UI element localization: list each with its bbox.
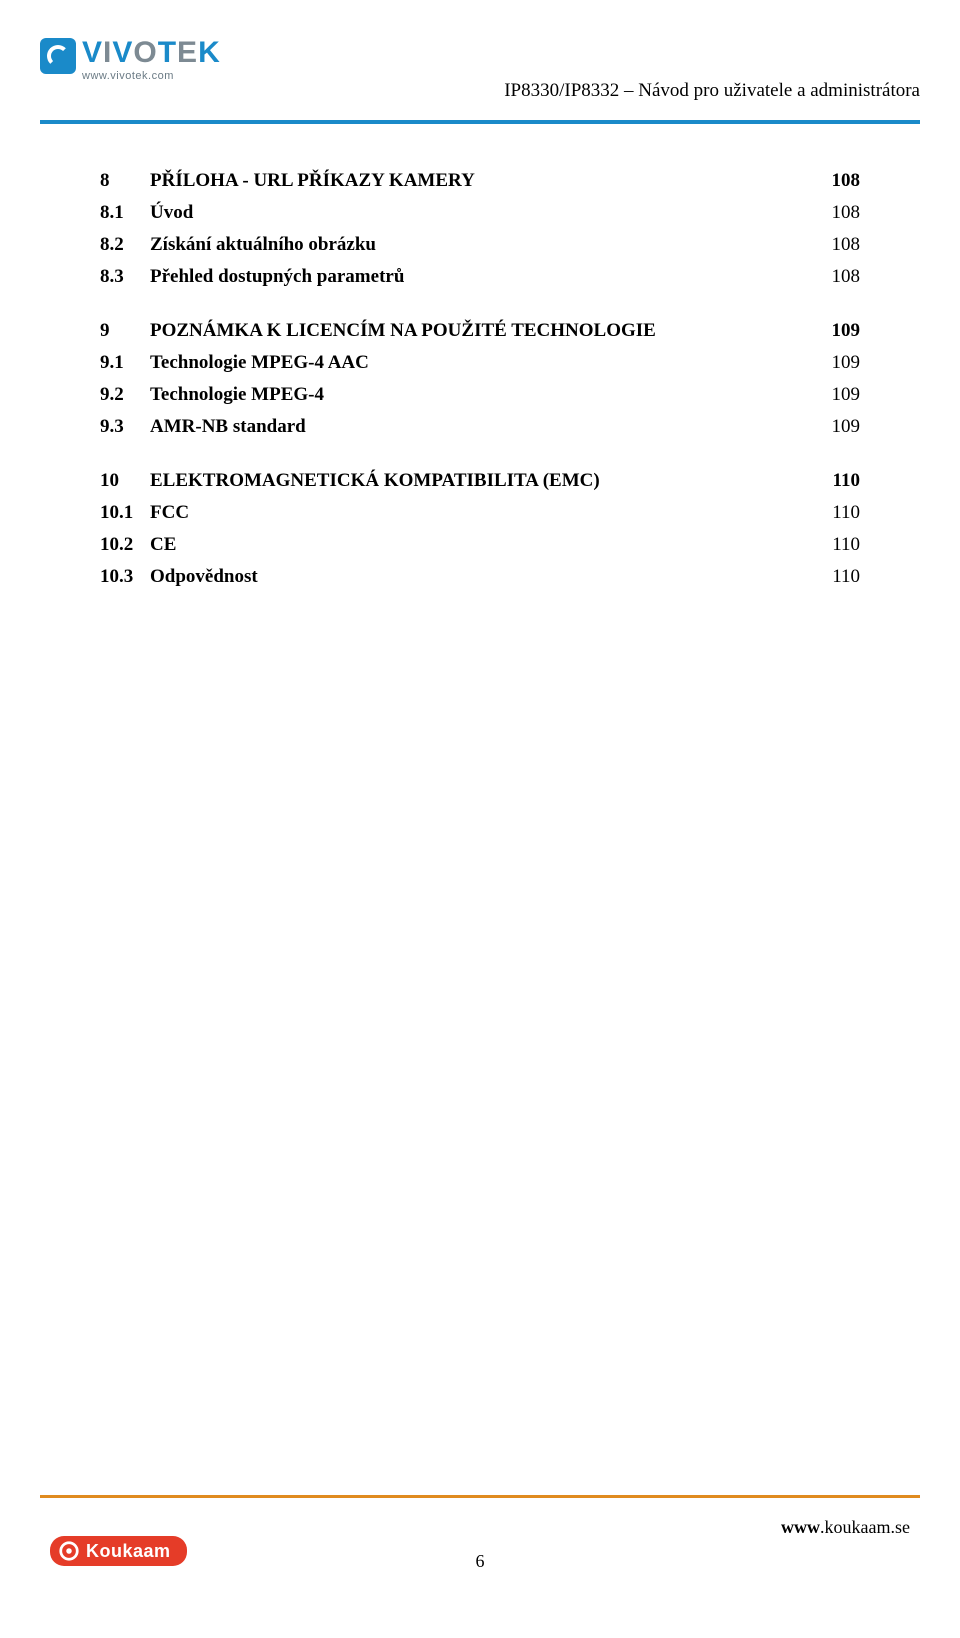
header-divider: [40, 120, 920, 124]
toc-page-number: 108: [832, 170, 861, 192]
toc-subsection-title: CE: [150, 534, 176, 556]
toc-section-row: 8PŘÍLOHA - URL PŘÍKAZY KAMERY 108: [100, 170, 860, 192]
toc-subsection-row: 10.3Odpovědnost 110: [100, 566, 860, 588]
page: VIVOTEK www.vivotek.com IP8330/IP8332 – …: [0, 0, 960, 1638]
toc-section-title: POZNÁMKA K LICENCÍM NA POUŽITÉ TECHNOLOG…: [150, 320, 656, 342]
footer-url: www.koukaam.se: [781, 1517, 910, 1538]
logo-letter: I: [103, 38, 112, 68]
logo-letter: V: [82, 38, 103, 68]
toc-section-row: 10ELEKTROMAGNETICKÁ KOMPATIBILITA (EMC) 1…: [100, 470, 860, 492]
toc-page-number: 108: [832, 266, 861, 288]
vivotek-logo: VIVOTEK www.vivotek.com: [40, 38, 920, 82]
toc-subsection-title: Získání aktuálního obrázku: [150, 234, 376, 256]
toc-subsection-title: Přehled dostupných parametrů: [150, 266, 404, 288]
toc-subsection-row: 9.1Technologie MPEG-4 AAC 109: [100, 352, 860, 374]
toc-subsection-title: FCC: [150, 502, 189, 524]
toc-subsection-title: AMR-NB standard: [150, 416, 306, 438]
koukaam-wordmark: Koukaam: [86, 1541, 171, 1562]
toc-subsection-row: 10.1FCC 110: [100, 502, 860, 524]
footer-url-prefix: www: [781, 1517, 820, 1537]
toc-subsection-number: 8.1: [100, 202, 150, 224]
toc-section-row: 9POZNÁMKA K LICENCÍM NA POUŽITÉ TECHNOLO…: [100, 320, 860, 342]
toc-subsection-number: 9.2: [100, 384, 150, 406]
logo-letter: O: [133, 38, 157, 68]
toc-subsection-number: 10.3: [100, 566, 150, 588]
koukaam-logo: Koukaam: [50, 1536, 187, 1566]
toc-subsection-title: Technologie MPEG-4: [150, 384, 324, 406]
vivotek-wordmark: VIVOTEK: [82, 38, 221, 68]
logo-letter: T: [158, 38, 177, 68]
toc-subsection-number: 8.3: [100, 266, 150, 288]
toc-subsection-number: 8.2: [100, 234, 150, 256]
page-number: 6: [476, 1551, 485, 1572]
document-subtitle: IP8330/IP8332 – Návod pro uživatele a ad…: [504, 80, 920, 102]
vivotek-logo-icon: [40, 38, 76, 74]
toc-subsection-row: 8.1Úvod 108: [100, 202, 860, 224]
logo-letter: V: [112, 38, 133, 68]
toc-subsection-row: 9.3AMR-NB standard 109: [100, 416, 860, 438]
toc-subsection-number: 10.2: [100, 534, 150, 556]
toc-section-number: 9: [100, 320, 150, 342]
toc-page-number: 109: [832, 352, 861, 374]
page-footer: Koukaam www.koukaam.se 6: [40, 1508, 920, 1578]
toc-subsection-title: Úvod: [150, 202, 193, 224]
toc-subsection-number: 9.3: [100, 416, 150, 438]
toc-subsection-title: Technologie MPEG-4 AAC: [150, 352, 369, 374]
toc-page-number: 110: [832, 566, 860, 588]
toc-subsection-title: Odpovědnost: [150, 566, 258, 588]
toc-subsection-row: 10.2CE 110: [100, 534, 860, 556]
toc-subsection-row: 8.3Přehled dostupných parametrů 108: [100, 266, 860, 288]
logo-letter: E: [177, 38, 198, 68]
toc-page-number: 110: [833, 470, 860, 492]
toc-subsection-row: 9.2Technologie MPEG-4 109: [100, 384, 860, 406]
vivotek-logo-text: VIVOTEK www.vivotek.com: [82, 38, 221, 82]
table-of-contents: 8PŘÍLOHA - URL PŘÍKAZY KAMERY 108 8.1Úvod 1…: [100, 170, 860, 598]
toc-page-number: 109: [832, 320, 861, 342]
toc-subsection-row: 8.2Získání aktuálního obrázku 108: [100, 234, 860, 256]
toc-page-number: 109: [832, 416, 861, 438]
toc-subsection-number: 9.1: [100, 352, 150, 374]
page-header: VIVOTEK www.vivotek.com IP8330/IP8332 – …: [40, 38, 920, 120]
footer-divider: [40, 1495, 920, 1498]
toc-page-number: 110: [832, 534, 860, 556]
toc-subsection-number: 10.1: [100, 502, 150, 524]
logo-letter: K: [198, 38, 221, 68]
toc-page-number: 110: [832, 502, 860, 524]
toc-section-title: PŘÍLOHA - URL PŘÍKAZY KAMERY: [150, 170, 475, 192]
toc-page-number: 109: [832, 384, 861, 406]
gear-icon: [58, 1540, 80, 1562]
toc-section-number: 10: [100, 470, 150, 492]
toc-page-number: 108: [832, 234, 861, 256]
vivotek-url: www.vivotek.com: [82, 70, 221, 82]
toc-section-number: 8: [100, 170, 150, 192]
toc-page-number: 108: [832, 202, 861, 224]
footer-url-rest: .koukaam.se: [820, 1517, 910, 1537]
toc-section-title: ELEKTROMAGNETICKÁ KOMPATIBILITA (EMC): [150, 470, 600, 492]
